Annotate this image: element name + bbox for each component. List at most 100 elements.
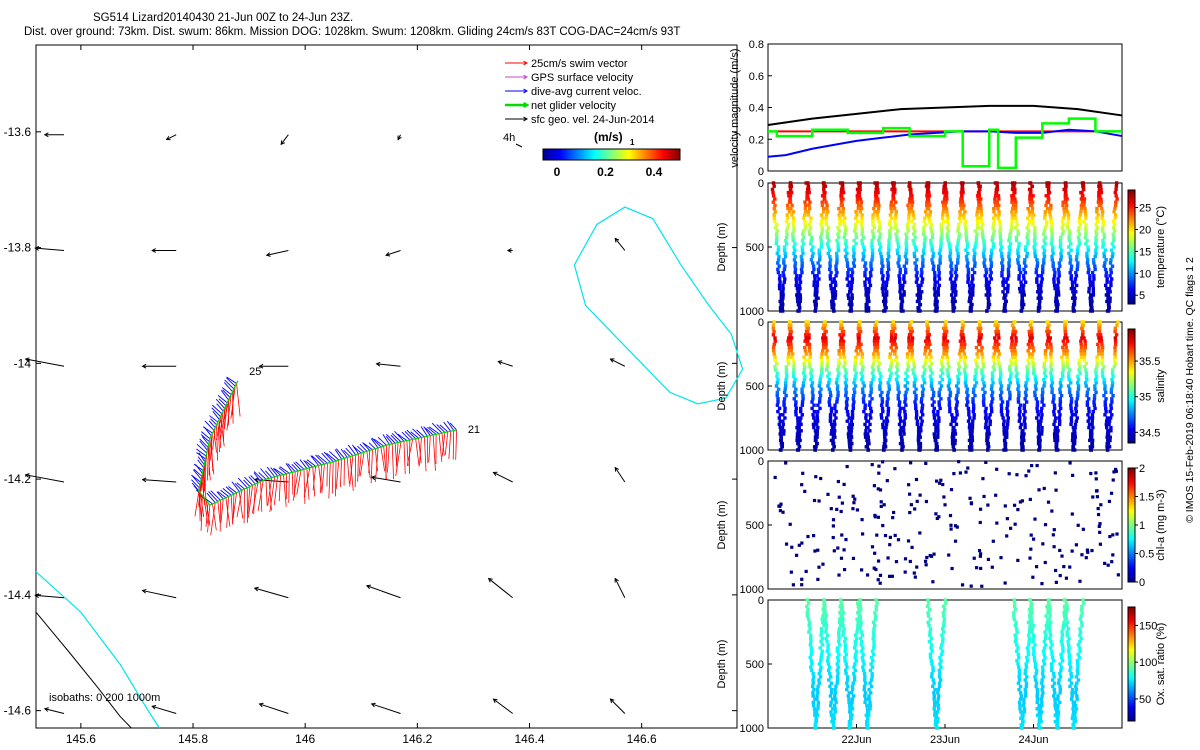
section-data-marker (988, 419, 993, 423)
chla-data-marker (1009, 526, 1013, 530)
geo-velocity-arrow (35, 247, 65, 251)
section-data-marker (979, 213, 984, 217)
section-data-marker (820, 365, 824, 369)
section-data-marker (889, 206, 893, 211)
section-data-marker (776, 397, 780, 401)
section-data-marker (1059, 235, 1063, 240)
chla-data-marker (813, 549, 817, 553)
section-data-marker (1067, 655, 1072, 660)
section-data-marker (1027, 607, 1032, 612)
section-data-marker (773, 365, 777, 369)
section-data-marker (862, 248, 867, 252)
section-data-marker (1019, 710, 1023, 714)
section-data-marker (803, 206, 808, 211)
section-data-marker (1106, 296, 1110, 300)
section-data-marker (803, 226, 808, 230)
section-data-marker (773, 355, 777, 359)
section-data-marker (1108, 416, 1113, 420)
section-data-marker (951, 435, 956, 439)
section-data-marker (867, 403, 872, 407)
section-data-marker (855, 187, 860, 192)
section-data-marker (783, 406, 787, 411)
section-data-marker (977, 329, 982, 334)
section-data-marker (847, 697, 851, 701)
section-data-marker (838, 222, 842, 227)
section-data-marker (961, 187, 965, 192)
section-data-marker (1093, 387, 1097, 391)
section-data-marker (1027, 639, 1031, 644)
section-data-marker (915, 270, 919, 275)
section-data-marker (858, 598, 862, 602)
section-data-marker (815, 694, 819, 698)
section-data-marker (866, 723, 870, 727)
section-data-marker (829, 283, 833, 288)
section-data-marker (948, 393, 952, 398)
dive-avg-current-vector (335, 448, 345, 459)
section-data-marker (801, 229, 806, 233)
section-data-marker (919, 400, 924, 404)
section-data-marker (1076, 678, 1081, 682)
section-data-marker (971, 397, 975, 401)
section-data-marker (788, 187, 793, 192)
section-data-marker (889, 336, 894, 340)
section-data-marker (960, 320, 965, 324)
section-data-marker (1065, 607, 1069, 612)
section-data-marker (1026, 620, 1031, 625)
section-data-marker (844, 377, 849, 382)
section-data-marker (1042, 662, 1047, 666)
section-data-marker (1114, 181, 1119, 185)
section-data-marker (935, 299, 939, 304)
section-data-marker (1088, 283, 1093, 288)
section-data-marker (832, 419, 837, 423)
section-data-marker (979, 197, 983, 201)
section-data-marker (888, 213, 893, 217)
dive-avg-current-vector (401, 431, 411, 441)
section-data-marker (1086, 258, 1090, 262)
section-data-marker (1097, 352, 1101, 356)
section-data-marker (833, 293, 838, 297)
section-data-marker (931, 665, 935, 669)
section-data-marker (1053, 703, 1057, 708)
section-data-marker (920, 390, 925, 395)
section-data-marker (783, 264, 787, 268)
section-data-marker (1007, 384, 1011, 388)
section-data-marker (1087, 409, 1091, 414)
section-data-marker (796, 422, 800, 427)
section-data-marker (902, 277, 906, 281)
section-data-marker (1050, 652, 1054, 657)
section-data-marker (1079, 206, 1084, 211)
section-data-marker (854, 235, 859, 240)
section-data-marker (1074, 400, 1078, 404)
section-data-marker (842, 627, 846, 631)
chla-data-marker (950, 566, 954, 571)
section-data-marker (990, 400, 994, 404)
section-data-marker (1062, 210, 1067, 214)
section-data-marker (966, 400, 970, 404)
section-data-marker (776, 270, 781, 275)
geo-velocity-arrow-head (614, 237, 620, 243)
section-data-marker (794, 280, 799, 284)
section-data-marker (990, 384, 994, 388)
section-data-marker (835, 646, 840, 650)
section-data-marker (1069, 397, 1074, 401)
dive-avg-current-vector (382, 434, 390, 445)
section-data-marker (846, 684, 850, 689)
section-data-marker (835, 675, 840, 679)
section-data-marker (917, 306, 921, 310)
section-data-marker (898, 290, 902, 294)
section-data-marker (1077, 368, 1081, 372)
swim-vector (292, 470, 299, 501)
section-data-marker (1079, 636, 1083, 641)
section-data-marker (1085, 400, 1090, 404)
section-data-marker (975, 213, 979, 217)
section-data-marker (929, 355, 933, 359)
section-data-marker (990, 397, 995, 401)
section-data-marker (1019, 694, 1024, 698)
section-data-marker (1048, 646, 1053, 650)
chla-data-marker (1097, 524, 1101, 529)
chla-data-marker (995, 467, 999, 471)
section-data-marker (822, 194, 827, 198)
section-data-marker (872, 355, 876, 359)
section-data-marker (828, 261, 832, 265)
section-data-marker (918, 293, 923, 297)
